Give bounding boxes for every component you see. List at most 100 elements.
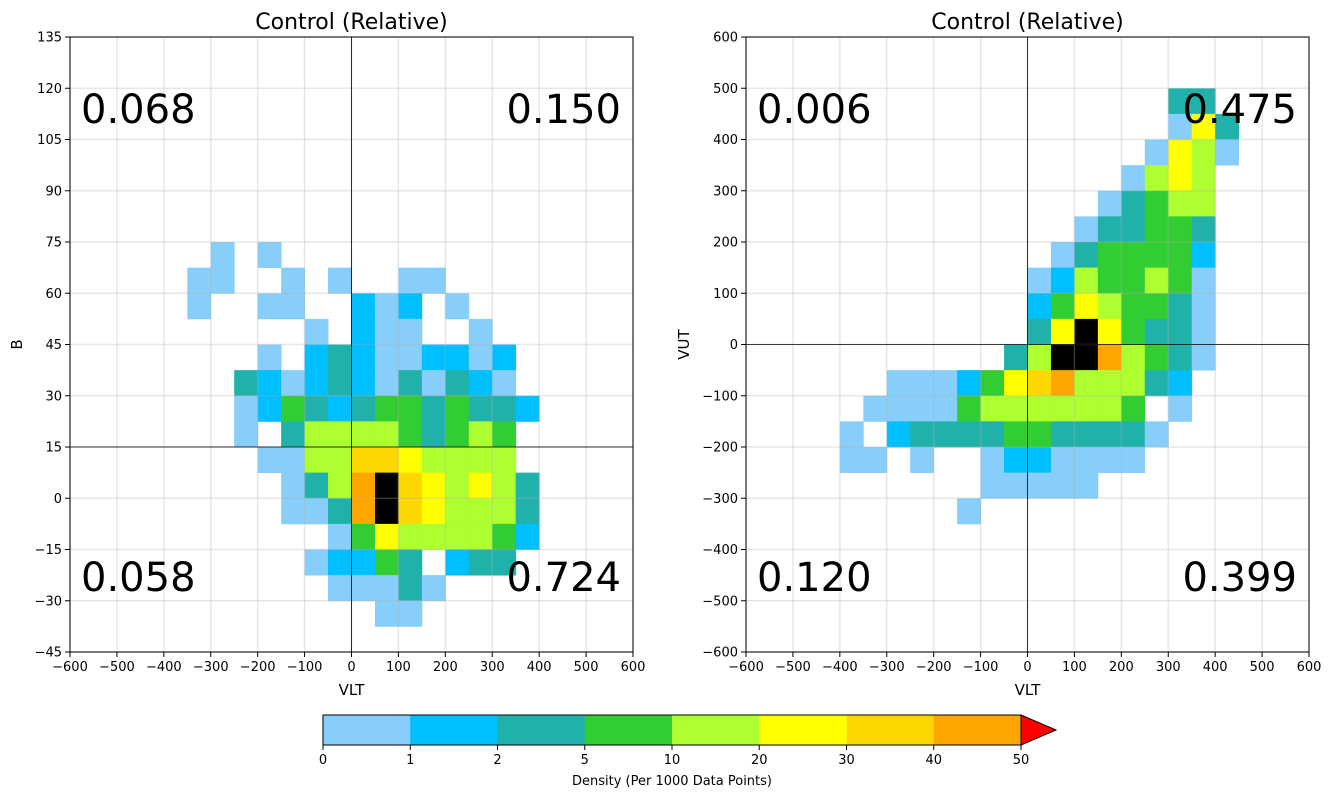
heatmap-cell [933,370,958,397]
heatmap-panel-2: −600 −500 −400 −300 −200 −100 0 100 200 300 400 500… [675,10,1321,699]
heatmap-cell [304,498,329,525]
heatmap-cell [910,421,935,448]
heatmap-cell [351,293,376,320]
heatmap-cell [1004,421,1028,448]
heatmap-cell [351,549,376,576]
heatmap-cell [421,498,446,525]
heatmap-cell [492,472,517,499]
heatmap-cell [374,472,399,499]
heatmap-cell [1004,472,1028,499]
heatmap-cell [374,600,399,627]
heatmap-cell [1121,421,1146,448]
heatmap-cell [839,447,864,474]
heatmap-cell [886,421,911,448]
colorbar-tick-label: 20 [751,753,768,768]
heatmap-cell [1144,190,1169,217]
y-tick-label: −100 [702,389,738,404]
chart-title: Control (Relative) [255,10,447,35]
colorbar-tick-label: 50 [1013,753,1030,768]
y-tick-label: 120 [37,82,62,97]
heatmap-cell [351,447,376,474]
colorbar-segment [933,715,1022,745]
heatmap-cell [1097,370,1122,397]
heatmap-cell [1027,318,1052,345]
heatmap-cell [1027,344,1052,371]
heatmap-cell [1074,421,1099,448]
heatmap-cell [257,447,282,474]
heatmap-cell [398,421,423,448]
heatmap-cell [492,370,517,397]
colorbar-tick-label: 40 [925,753,942,768]
heatmap-cell [468,370,493,397]
heatmap-cell [1074,293,1099,320]
heatmap-cell [374,575,399,602]
heatmap-cell [304,421,329,448]
heatmap-cell [398,575,423,602]
heatmap-cell [304,370,329,397]
heatmap-cell [351,498,376,525]
quadrant-label-bottom-left: 0.058 [81,555,196,601]
y-tick-label: −200 [702,441,738,456]
heatmap-cell [886,395,911,422]
colorbar-segment [846,715,935,745]
heatmap-cell [1191,113,1216,140]
heatmap-cell [1027,370,1052,397]
heatmap-cell [1097,318,1122,345]
heatmap-panel-1: −600 −500 −400 −300 −200 −100 0 100 200 300 400 500… [8,10,645,699]
heatmap-cell [281,293,305,320]
heatmap-cell [1191,88,1216,115]
heatmap-cell [1074,472,1099,499]
heatmap-cell [210,267,235,294]
heatmap-cell [445,344,470,371]
heatmap-cell [1191,165,1216,192]
heatmap-cell [1121,293,1146,320]
heatmap-cell [468,472,493,499]
heatmap-cell [933,421,958,448]
y-tick-label: 200 [713,236,738,251]
heatmap-cell [421,370,446,397]
quadrant-label-top-left: 0.006 [757,87,872,133]
heatmap-cell [980,395,1005,422]
x-tick-label: −100 [963,660,999,675]
heatmap-cell [445,523,470,550]
heatmap-cell [1121,395,1146,422]
heatmap-cell [328,344,352,371]
heatmap-cell [257,395,282,422]
heatmap-cell [1074,370,1099,397]
heatmap-cell [351,370,376,397]
heatmap-cell [281,267,305,294]
x-tick-label: 0 [1023,660,1031,675]
x-tick-label: −400 [146,660,182,675]
heatmap-cell [374,421,399,448]
quadrant-label-top-right: 0.475 [1182,87,1297,133]
heatmap-cell [398,318,423,345]
colorbar-segment [410,715,498,745]
quadrant-label-bottom-right: 0.399 [1182,555,1297,601]
heatmap-cell [421,395,446,422]
heatmap-cell [398,370,423,397]
heatmap-cell [1168,88,1193,115]
heatmap-cell [1144,293,1169,320]
y-axis-label: VUT [675,328,693,359]
heatmap-cell [1168,165,1193,192]
heatmap-cell [210,242,235,269]
y-tick-label: 135 [37,31,62,46]
y-tick-label: 45 [45,338,62,353]
heatmap-cell [1191,190,1216,217]
heatmap-cell [1121,267,1146,294]
heatmap-cell [1191,267,1216,294]
heatmap-cell [281,395,305,422]
heatmap-cell [281,472,305,499]
heatmap-cell [468,523,493,550]
heatmap-cell [281,498,305,525]
heatmap-cell [1050,447,1075,474]
heatmap-cell [398,447,423,474]
y-axis-label: B [8,339,26,349]
heatmap-cell [492,421,517,448]
x-tick-label: 100 [386,660,411,675]
heatmap-cell [1074,447,1099,474]
heatmap-cell [1027,447,1052,474]
colorbar-tick-label: 10 [664,753,681,768]
heatmap-cell [1027,267,1052,294]
